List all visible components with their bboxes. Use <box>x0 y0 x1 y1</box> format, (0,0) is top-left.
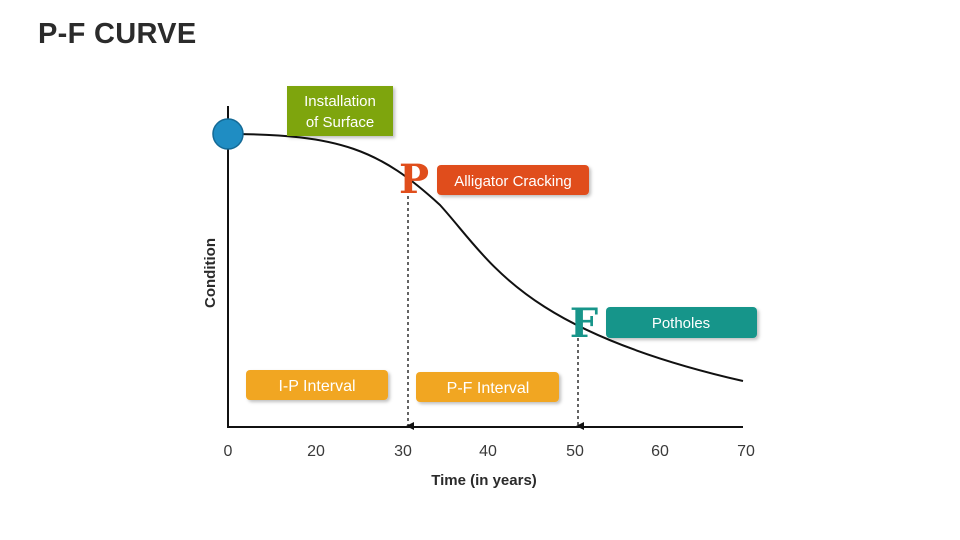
installation-box <box>287 86 393 136</box>
x-axis-label: Time (in years) <box>431 472 537 489</box>
p-letter: P <box>399 156 429 203</box>
ip-interval-label: I-P Interval <box>278 378 355 395</box>
f-letter: F <box>570 300 598 347</box>
y-axis-label: Condition <box>202 238 219 308</box>
x-tick-label: 70 <box>737 443 755 460</box>
installation-label-line2: of Surface <box>306 114 374 131</box>
ip-interval-box <box>246 370 388 400</box>
page-title: P-F CURVE <box>38 18 197 50</box>
potholes-label: Potholes <box>652 315 710 332</box>
alligator-cracking-label: Alligator Cracking <box>454 173 572 190</box>
installation-label-line1: Installation <box>304 93 376 110</box>
x-tick-label: 40 <box>479 443 497 460</box>
x-tick-label: 50 <box>566 443 584 460</box>
potholes-box <box>606 307 757 338</box>
x-tick-label: 20 <box>307 443 325 460</box>
pf-curve-line <box>227 133 744 382</box>
pf-interval-box <box>416 372 559 402</box>
x-tick-label: 60 <box>651 443 669 460</box>
alligator-cracking-box <box>437 165 589 195</box>
x-tick-label: 0 <box>224 443 233 460</box>
pf-interval-label: P-F Interval <box>447 380 530 397</box>
start-point-dot <box>212 118 244 150</box>
x-tick-label: 30 <box>394 443 412 460</box>
